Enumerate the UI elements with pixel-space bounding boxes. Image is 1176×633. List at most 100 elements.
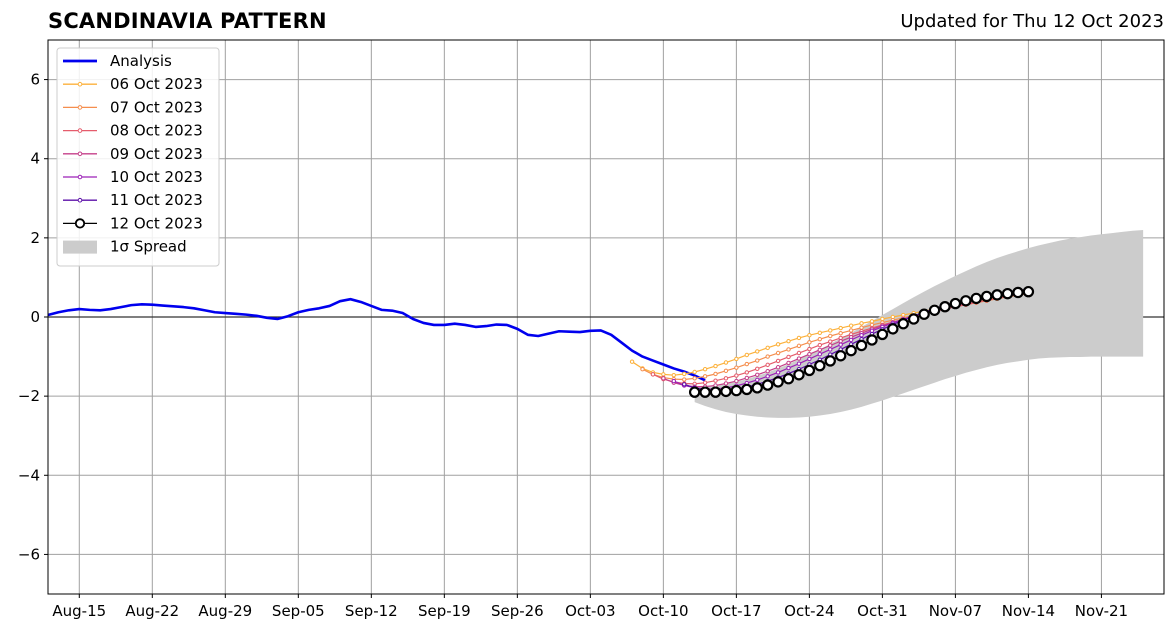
forecast-point xyxy=(907,313,920,325)
x-tick-label: Nov-14 xyxy=(1002,602,1055,620)
forecast-point xyxy=(650,372,656,377)
forecast-point xyxy=(1012,286,1024,299)
forecast-point xyxy=(702,367,708,372)
forecast-point xyxy=(869,319,875,324)
forecast-point xyxy=(640,367,645,372)
forecast-point xyxy=(723,368,729,374)
forecast-point xyxy=(817,351,823,357)
forecast-point xyxy=(817,342,823,348)
forecast-point xyxy=(803,364,816,377)
forecast-point xyxy=(949,297,962,310)
forecast-point xyxy=(734,373,739,378)
forecast-point xyxy=(786,360,791,366)
forecast-point xyxy=(734,378,739,384)
forecast-point xyxy=(834,350,847,362)
legend-marker xyxy=(77,81,83,87)
x-tick-label: Oct-31 xyxy=(857,602,907,620)
forecast-point xyxy=(960,295,972,307)
forecast-point xyxy=(824,355,836,367)
x-tick-label: Sep-19 xyxy=(418,602,471,620)
forecast-point xyxy=(699,386,711,398)
forecast-point xyxy=(741,383,753,396)
forecast-point xyxy=(755,358,760,363)
forecast-point xyxy=(859,333,864,338)
x-tick-label: Oct-10 xyxy=(638,602,688,620)
legend-swatch xyxy=(63,240,97,254)
forecast-point xyxy=(807,356,812,362)
forecast-point xyxy=(1001,287,1014,300)
forecast-point xyxy=(661,376,666,381)
legend-marker xyxy=(77,174,83,180)
forecast-point xyxy=(991,289,1003,301)
forecast-point xyxy=(970,292,982,305)
forecast-point xyxy=(682,382,687,387)
forecast-point xyxy=(807,340,812,345)
x-tick-label: Sep-12 xyxy=(345,602,398,620)
legend-label: 10 Oct 2023 xyxy=(110,168,203,186)
forecast-point xyxy=(828,343,833,348)
forecast-point xyxy=(838,338,843,344)
forecast-point xyxy=(796,356,802,361)
forecast-point xyxy=(817,330,823,336)
legend-label: 1σ Spread xyxy=(110,238,187,256)
forecast-point xyxy=(786,347,791,352)
forecast-point xyxy=(723,381,729,386)
forecast-point xyxy=(755,366,760,372)
forecast-point xyxy=(855,339,868,352)
forecast-point xyxy=(796,361,802,366)
forecast-point xyxy=(807,346,812,352)
forecast-point xyxy=(765,345,770,351)
legend-marker xyxy=(77,128,83,133)
forecast-point xyxy=(807,333,812,338)
forecast-point xyxy=(828,328,833,333)
forecast-point xyxy=(765,354,770,359)
forecast-point xyxy=(692,369,697,375)
legend-marker xyxy=(74,218,86,229)
y-tick-label: 6 xyxy=(30,71,40,89)
y-tick-label: −4 xyxy=(18,466,40,484)
forecast-point xyxy=(772,376,784,388)
forecast-point xyxy=(1022,285,1035,298)
forecast-point xyxy=(828,339,833,344)
forecast-point xyxy=(845,344,857,357)
chart-title: SCANDINAVIA PATTERN xyxy=(48,9,327,33)
legend-marker xyxy=(77,151,83,157)
x-tick-label: Nov-21 xyxy=(1075,602,1128,620)
x-tick-label: Oct-17 xyxy=(711,602,761,620)
forecast-point xyxy=(713,363,718,369)
forecast-point xyxy=(775,358,781,364)
legend-label: 12 Oct 2023 xyxy=(110,214,203,232)
forecast-point xyxy=(814,359,826,372)
forecast-point xyxy=(713,378,718,383)
x-tick-label: Oct-03 xyxy=(565,602,615,620)
forecast-point xyxy=(765,374,770,379)
forecast-point xyxy=(755,349,760,354)
legend-marker xyxy=(77,197,83,203)
forecast-point xyxy=(793,369,805,381)
y-tick-label: 2 xyxy=(30,229,40,247)
forecast-point xyxy=(897,318,909,330)
forecast-point xyxy=(713,371,718,377)
forecast-point xyxy=(786,365,791,371)
forecast-point xyxy=(692,376,697,381)
forecast-point xyxy=(744,361,750,367)
forecast-point xyxy=(848,337,854,343)
forecast-point xyxy=(751,382,763,394)
forecast-point xyxy=(775,342,781,347)
forecast-point xyxy=(755,377,760,383)
forecast-point xyxy=(702,380,708,385)
forecast-point xyxy=(828,347,833,352)
forecast-point xyxy=(671,372,676,378)
legend-label: 07 Oct 2023 xyxy=(110,98,203,116)
forecast-point xyxy=(887,323,899,335)
forecast-point xyxy=(859,325,864,330)
x-tick-label: Sep-05 xyxy=(272,602,325,620)
forecast-point xyxy=(629,359,635,364)
forecast-point xyxy=(838,331,843,336)
forecast-point xyxy=(744,370,750,375)
forecast-point xyxy=(775,350,781,356)
forecast-point xyxy=(828,333,833,339)
forecast-point xyxy=(720,385,732,398)
